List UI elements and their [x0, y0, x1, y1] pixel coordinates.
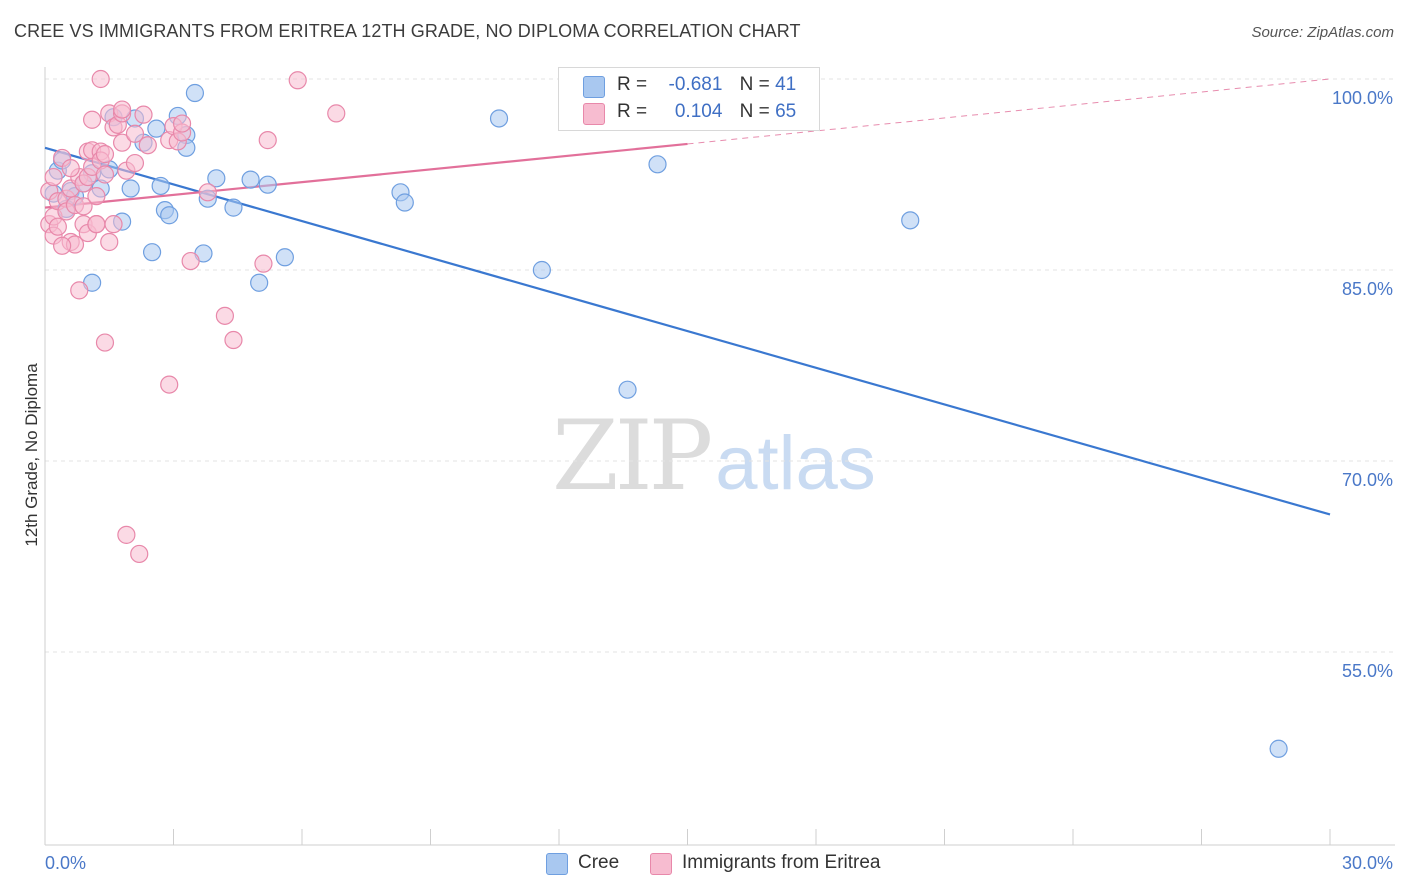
- cree-point: [224, 198, 243, 217]
- eritrea-point: [87, 187, 106, 206]
- eritrea-trend-extension: [687, 78, 1331, 145]
- eritrea-point: [215, 306, 234, 325]
- watermark-zip: ZIP: [552, 400, 713, 512]
- cree-point: [185, 83, 205, 103]
- eritrea-point: [224, 330, 243, 350]
- eritrea-point: [125, 124, 145, 143]
- r-value: -0.681: [668, 74, 723, 95]
- cree-point: [395, 193, 414, 212]
- eritrea-point: [125, 153, 145, 173]
- cree-point: [275, 248, 294, 267]
- y-axis-title: 12th Grade, No Diploma: [22, 363, 41, 547]
- cree-point: [901, 211, 920, 230]
- cree-legend-swatch: [546, 853, 568, 875]
- cree-point: [160, 206, 179, 225]
- trend-lines: [44, 78, 1331, 516]
- eritrea-point: [288, 71, 307, 90]
- cree-point: [532, 260, 551, 280]
- cree-point: [121, 179, 140, 198]
- cree-point: [618, 380, 637, 399]
- cree-point: [1269, 739, 1288, 758]
- eritrea-point: [95, 145, 115, 164]
- r-value: 0.104: [674, 101, 723, 122]
- n-value: 41: [775, 74, 797, 95]
- cree-point: [250, 273, 269, 292]
- eritrea-point: [87, 215, 106, 234]
- eritrea-point: [112, 100, 132, 119]
- cree-point: [648, 155, 667, 174]
- chart-title: CREE VS IMMIGRANTS FROM ERITREA 12TH GRA…: [14, 21, 801, 41]
- cree-trend-line: [44, 146, 1331, 516]
- n-value: 65: [775, 101, 797, 122]
- y-tick-label: 55.0%: [1342, 661, 1393, 681]
- n-label: N =: [739, 74, 770, 95]
- eritrea-point: [53, 236, 72, 255]
- eritrea-point: [104, 215, 123, 234]
- eritrea-point: [74, 197, 93, 216]
- n-label: N =: [739, 101, 770, 122]
- y-tick-label: 100.0%: [1332, 88, 1393, 108]
- y-tick-label: 70.0%: [1342, 470, 1393, 490]
- eritrea-trend-line: [44, 142, 688, 209]
- watermark-atlas: atlas: [715, 421, 876, 506]
- tick-labels: 100.0% 85.0% 70.0% 55.0% 0.0% 30.0% 12th Grade…: [22, 88, 1393, 873]
- x-tick-label: 0.0%: [45, 853, 86, 873]
- eritrea-point: [258, 131, 277, 150]
- eritrea-legend-swatch: [650, 853, 672, 875]
- eritrea-point: [70, 281, 89, 300]
- eritrea-point: [44, 167, 63, 187]
- eritrea-point: [172, 114, 192, 133]
- eritrea-point: [100, 232, 119, 252]
- r-label: R =: [617, 74, 648, 95]
- series-legend: Cree Immigrants from Eritrea: [0, 852, 1406, 878]
- eritrea-point: [83, 110, 102, 129]
- eritrea-point: [198, 183, 217, 202]
- eritrea-point: [138, 136, 157, 155]
- data-points: [40, 69, 1288, 758]
- cree-point: [207, 169, 226, 188]
- watermark: ZIPatlas: [552, 400, 876, 512]
- eritrea-point: [61, 159, 80, 178]
- eritrea-point: [95, 165, 115, 184]
- r-label: R =: [617, 101, 648, 122]
- eritrea-point: [95, 333, 115, 352]
- cree-point: [258, 175, 277, 194]
- eritrea-point: [117, 525, 136, 544]
- eritrea-point: [160, 375, 179, 394]
- eritrea-point: [48, 217, 67, 236]
- stats-legend: R = -0.681 N = 41 R = 0.104 N = 65: [558, 67, 820, 131]
- eritrea-point: [327, 104, 346, 123]
- cree-point: [489, 109, 509, 128]
- eritrea-point: [181, 251, 200, 271]
- cree-point: [151, 176, 170, 196]
- eritrea-point: [112, 133, 132, 152]
- eritrea-point: [254, 254, 273, 273]
- legend-label-eritrea: Immigrants from Eritrea: [682, 852, 881, 873]
- legend-label-cree: Cree: [578, 852, 620, 873]
- cree-point: [241, 170, 260, 189]
- eritrea-swatch: [583, 103, 605, 125]
- cree-point: [142, 243, 162, 262]
- eritrea-point: [130, 544, 149, 564]
- eritrea-point: [134, 105, 153, 124]
- eritrea-point: [91, 69, 110, 89]
- cree-swatch: [583, 76, 605, 98]
- source-note: Source: ZipAtlas.com: [1251, 24, 1394, 41]
- y-tick-label: 85.0%: [1342, 279, 1393, 299]
- grid-lines: [45, 78, 1395, 653]
- x-tick-label: 30.0%: [1342, 853, 1393, 873]
